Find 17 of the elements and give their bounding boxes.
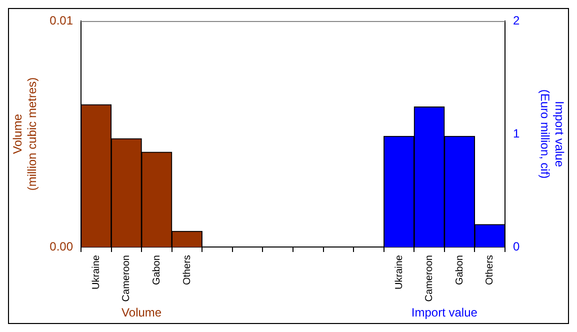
text: Import value (411, 305, 478, 320)
x-tick-label: Cameroon (424, 255, 436, 302)
y-tick-label: 0.00 (50, 239, 74, 254)
y2-tick-label: 2 (513, 13, 520, 28)
x-tick-label: Cameroon (121, 255, 132, 302)
y2-axis-title: Import value (Euro million, cif) (538, 89, 566, 179)
x-tick-label: Gabon (454, 255, 466, 286)
y2-tick-label: 0 (513, 239, 520, 254)
x-tick-label: Others (182, 255, 193, 286)
y-axis-title: Volume (million cubic metres) (10, 77, 39, 191)
x-tick-label: Ukraine (90, 254, 102, 290)
y2-tick-label: 1 (513, 126, 520, 140)
text: Volume (122, 305, 162, 320)
x-tick-label: Others (484, 255, 496, 286)
y-tick-label: 0.01 (50, 13, 74, 28)
x-tick-label: Gabon (151, 255, 162, 286)
x-tick-label: Ukraine (394, 254, 405, 290)
